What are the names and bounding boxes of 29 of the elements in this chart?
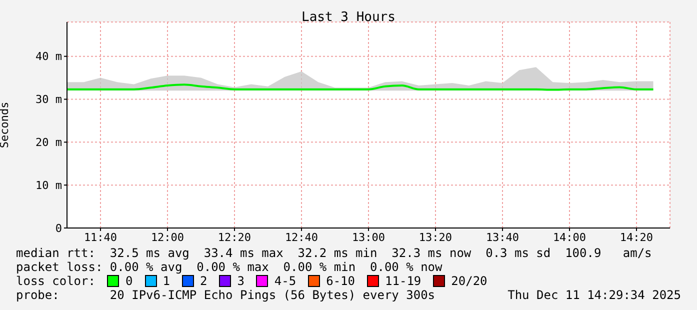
- text: median rtt: 32.5 ms avg 33.4 ms max 32.2 ms min 32.3 ms now 0.3 ms sd 100.9 am/s: [16, 246, 653, 260]
- x-tick-label: 12:00: [150, 230, 184, 244]
- text: packet loss: 0.00 % avg 0.00 % max 0.00 % min 0.00 % now: [16, 260, 444, 274]
- x-tick-label: 13:00: [352, 230, 386, 244]
- text: 2: [200, 274, 208, 288]
- text: 0: [125, 274, 133, 288]
- x-tick-label: 14:00: [552, 230, 586, 244]
- text: 4-5: [274, 274, 296, 288]
- y-tick-label: 0: [55, 222, 62, 235]
- x-tick-label: 14:20: [620, 230, 654, 244]
- y-tick-label: 20 m: [36, 136, 62, 150]
- y-tick-label: 40 m: [36, 50, 62, 64]
- y-tick-label: 10 m: [36, 178, 62, 192]
- text: 11-19: [385, 274, 422, 288]
- text: probe: 20 IPv6-ICMP Echo Pings (56 Bytes) every 300s: [16, 288, 436, 302]
- x-tick-label: 12:20: [218, 230, 252, 244]
- x-tick-label: 12:40: [284, 230, 318, 244]
- y-axis-title: Seconds: [0, 102, 11, 148]
- y-tick-label: 30 m: [36, 93, 62, 106]
- x-tick-label: 13:40: [486, 230, 520, 244]
- text: Thu Dec 11 14:29:34 2025: [508, 288, 681, 302]
- x-tick-label: 13:20: [418, 230, 452, 244]
- text: loss color:: [16, 274, 96, 288]
- x-tick-label: 11:40: [84, 230, 118, 244]
- text: 6-10: [326, 274, 356, 288]
- text: 20/20: [451, 274, 488, 288]
- text: 3: [237, 274, 244, 288]
- text: 1: [162, 274, 170, 288]
- chart-title: Last 3 Hours: [300, 10, 396, 25]
